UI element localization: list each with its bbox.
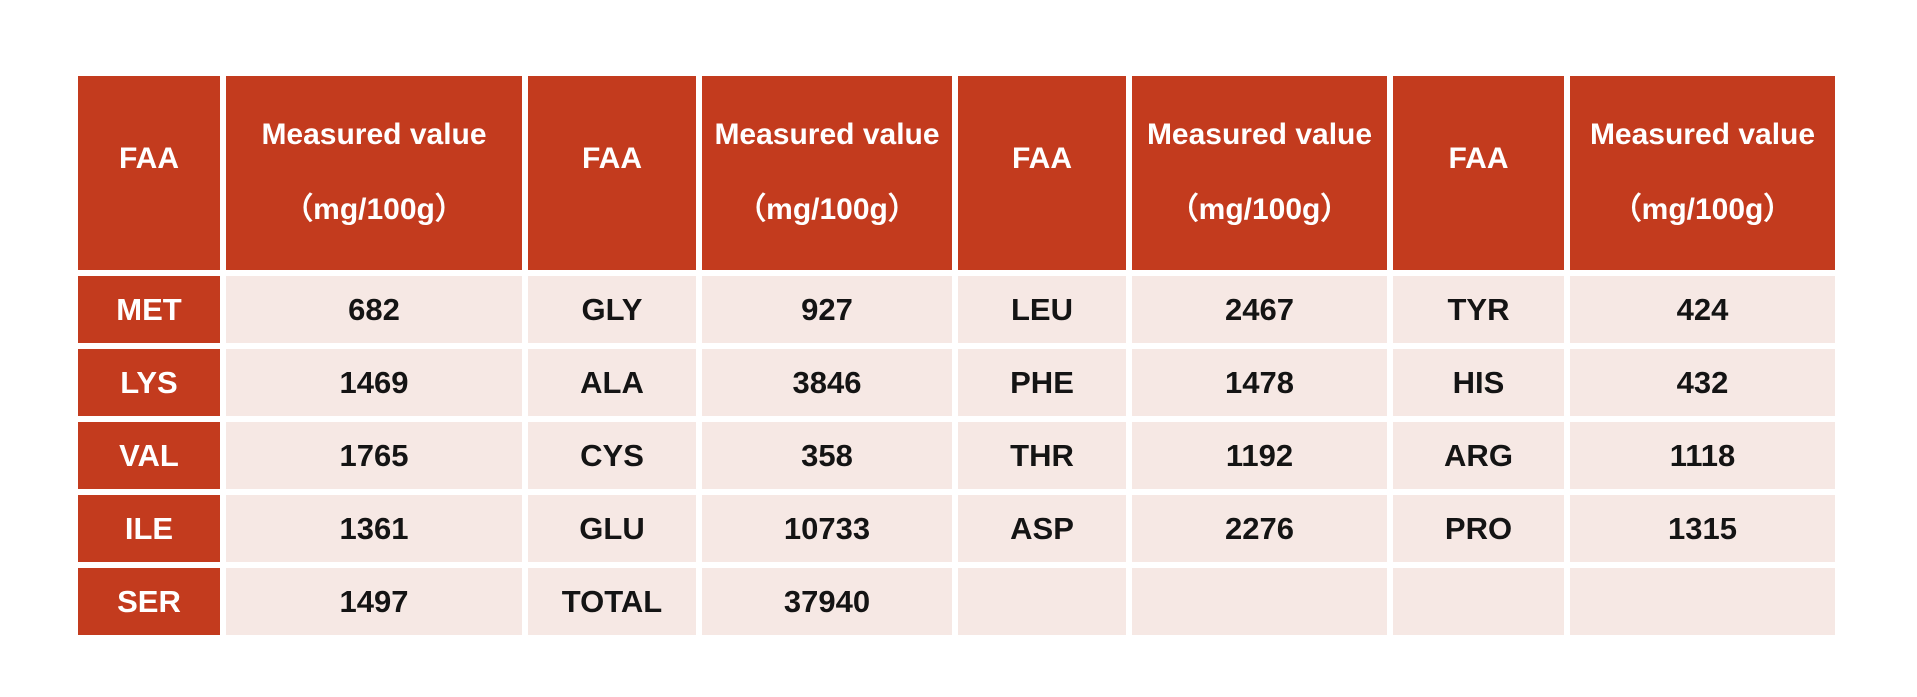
header-cell-faa: FAA: [958, 76, 1126, 270]
table-body: MET 682 GLY 927 LEU 2467 TYR 424 LYS 1469 ALA 3846 P…: [78, 276, 1835, 635]
faa-cell: GLU: [528, 495, 696, 562]
unit-label: （mg/100g）: [736, 193, 918, 226]
header-cell-measured-value: Measured value （mg/100g）: [702, 76, 952, 270]
measured-value-header-stack: Measured value （mg/100g）: [702, 118, 952, 228]
value-cell: 3846: [702, 349, 952, 416]
faa-cell: GLY: [528, 276, 696, 343]
value-cell: [1570, 568, 1835, 635]
value-cell: 10733: [702, 495, 952, 562]
faa-cell: PRO: [1393, 495, 1564, 562]
table-row: VAL 1765 CYS 358 THR 1192 ARG 1118: [78, 422, 1835, 489]
faa-header-label: FAA: [1448, 142, 1509, 175]
faa-cell: TOTAL: [528, 568, 696, 635]
measured-value-label: Measured value: [261, 118, 487, 151]
table-header-row: FAA Measured value （mg/100g） FAA Measured va…: [78, 76, 1835, 270]
table-row: LYS 1469 ALA 3846 PHE 1478 HIS 432: [78, 349, 1835, 416]
faa-cell: HIS: [1393, 349, 1564, 416]
value-cell: 424: [1570, 276, 1835, 343]
value-cell: 1497: [226, 568, 522, 635]
faa-cell: ALA: [528, 349, 696, 416]
value-cell: [1132, 568, 1387, 635]
value-cell: 432: [1570, 349, 1835, 416]
measured-value-header-stack: Measured value （mg/100g）: [1570, 118, 1835, 228]
faa-cell: [958, 568, 1126, 635]
faa-cell: TYR: [1393, 276, 1564, 343]
table-head: FAA Measured value （mg/100g） FAA Measured va…: [78, 76, 1835, 270]
header-cell-faa: FAA: [1393, 76, 1564, 270]
table-row: MET 682 GLY 927 LEU 2467 TYR 424: [78, 276, 1835, 343]
faa-cell: [1393, 568, 1564, 635]
unit-label: （mg/100g）: [1168, 193, 1351, 226]
measured-value-label: Measured value: [1146, 118, 1373, 151]
measured-value-label: Measured value: [714, 118, 940, 151]
faa-cell: PHE: [958, 349, 1126, 416]
header-cell-measured-value: Measured value （mg/100g）: [226, 76, 522, 270]
table-row: ILE 1361 GLU 10733 ASP 2276 PRO 1315: [78, 495, 1835, 562]
faa-cell: CYS: [528, 422, 696, 489]
measured-value-header-stack: Measured value （mg/100g）: [226, 118, 522, 228]
value-cell: 37940: [702, 568, 952, 635]
faa-cell: THR: [958, 422, 1126, 489]
value-cell: 2276: [1132, 495, 1387, 562]
value-cell: 1118: [1570, 422, 1835, 489]
faa-header-label: FAA: [119, 142, 179, 175]
measured-value-header-stack: Measured value （mg/100g）: [1132, 118, 1387, 228]
faa-cell: ILE: [78, 495, 220, 562]
faa-header-label: FAA: [582, 142, 642, 175]
faa-cell: ARG: [1393, 422, 1564, 489]
table-row: SER 1497 TOTAL 37940: [78, 568, 1835, 635]
header-cell-faa: FAA: [78, 76, 220, 270]
header-cell-faa: FAA: [528, 76, 696, 270]
unit-label: （mg/100g）: [1611, 193, 1794, 226]
header-cell-measured-value: Measured value （mg/100g）: [1570, 76, 1835, 270]
faa-cell: MET: [78, 276, 220, 343]
value-cell: 1469: [226, 349, 522, 416]
value-cell: 927: [702, 276, 952, 343]
faa-cell: VAL: [78, 422, 220, 489]
value-cell: 1765: [226, 422, 522, 489]
faa-cell: LEU: [958, 276, 1126, 343]
value-cell: 358: [702, 422, 952, 489]
value-cell: 1192: [1132, 422, 1387, 489]
value-cell: 1478: [1132, 349, 1387, 416]
faa-cell: ASP: [958, 495, 1126, 562]
faa-cell: LYS: [78, 349, 220, 416]
faa-table-container: FAA Measured value （mg/100g） FAA Measured va…: [72, 70, 1841, 641]
faa-header-label: FAA: [1012, 142, 1072, 175]
header-cell-measured-value: Measured value （mg/100g）: [1132, 76, 1387, 270]
faa-cell: SER: [78, 568, 220, 635]
value-cell: 682: [226, 276, 522, 343]
value-cell: 1361: [226, 495, 522, 562]
value-cell: 2467: [1132, 276, 1387, 343]
measured-value-label: Measured value: [1589, 118, 1816, 151]
faa-measurements-table: FAA Measured value （mg/100g） FAA Measured va…: [72, 70, 1841, 641]
value-cell: 1315: [1570, 495, 1835, 562]
unit-label: （mg/100g）: [283, 193, 465, 226]
